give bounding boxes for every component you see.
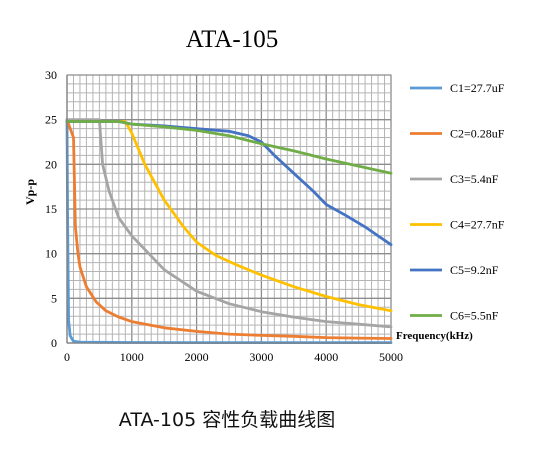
x-tick-label: 2000 [185,350,209,364]
x-tick-labels: 0 1000 2000 3000 4000 5000 [64,350,403,364]
chart-title: ATA-105 [186,26,278,53]
x-tick-label: 4000 [314,350,338,364]
x-tick-label: 1000 [120,350,144,364]
y-tick-label: 5 [51,291,57,305]
series-line-3 [65,118,393,329]
legend-label-3: C3=5.4nF [450,172,499,186]
y-axis-label: Vp-p [23,179,37,205]
legend-label-4: C4=27.7nF [450,218,505,232]
y-tick-label: 20 [45,157,57,171]
series-line-6 [65,120,393,175]
y-tick-label: 10 [45,247,57,261]
legend-label-5: C5=9.2nF [450,263,499,277]
y-tick-label: 0 [51,336,57,350]
legend: C1=27.7uF C2=0.28uF C3=5.4nF C4=27.7nF C5=9.… [410,81,505,323]
x-axis-label: Frequency(kHz) [396,330,473,342]
y-tick-label: 30 [45,68,57,82]
figure-caption: ATA-105 容性负载曲线图 [118,409,336,431]
y-tick-labels: 0 5 10 15 20 25 30 [45,68,57,350]
x-tick-label: 0 [64,350,70,364]
legend-label-2: C2=0.28uF [450,127,505,141]
legend-label-6: C6=5.5nF [450,309,499,323]
y-tick-label: 15 [45,202,57,216]
y-tick-label: 25 [45,113,57,127]
x-tick-label: 3000 [249,350,273,364]
series-line-4 [65,120,393,313]
series-line-2 [65,118,393,340]
series-lines [65,118,393,345]
axes [66,75,391,344]
x-tick-label: 5000 [379,350,403,364]
legend-label-1: C1=27.7uF [450,81,505,95]
